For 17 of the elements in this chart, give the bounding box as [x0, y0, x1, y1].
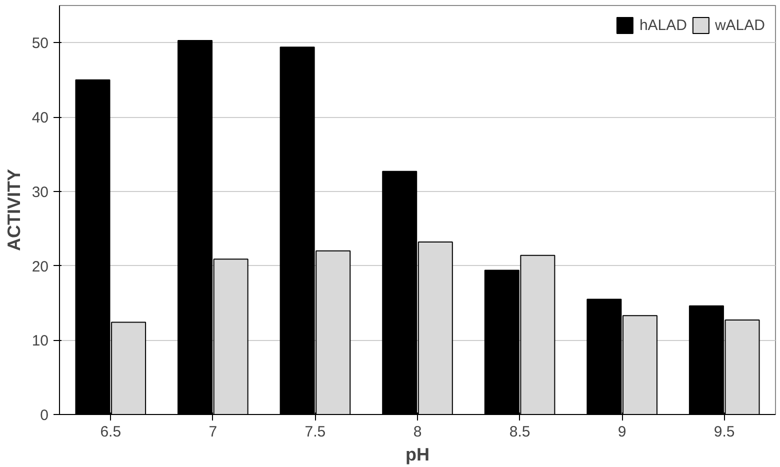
- x-tick-label: 9.5: [714, 424, 735, 440]
- y-tick-label: 30: [32, 184, 49, 201]
- y-tick-label: 50: [32, 35, 49, 52]
- y-tick-label: 0: [40, 407, 48, 424]
- y-tick-label: 20: [32, 258, 49, 276]
- x-tick-label: 7: [208, 424, 218, 440]
- y-tick-label: 10: [32, 332, 49, 350]
- x-tick-label: 8: [413, 424, 422, 440]
- x-tick-label: 7.5: [304, 424, 326, 440]
- x-tick-label: 8.5: [509, 424, 530, 440]
- y-tick-label: 40: [32, 110, 49, 127]
- legend-label: wALAD: [714, 16, 765, 34]
- x-axis-title: pH: [406, 444, 430, 464]
- legend-label: hALAD: [639, 16, 687, 34]
- x-tick-label: 9: [618, 424, 626, 440]
- x-tick-label: 6.5: [100, 424, 122, 440]
- y-axis-title: ACTIVITY: [4, 168, 24, 251]
